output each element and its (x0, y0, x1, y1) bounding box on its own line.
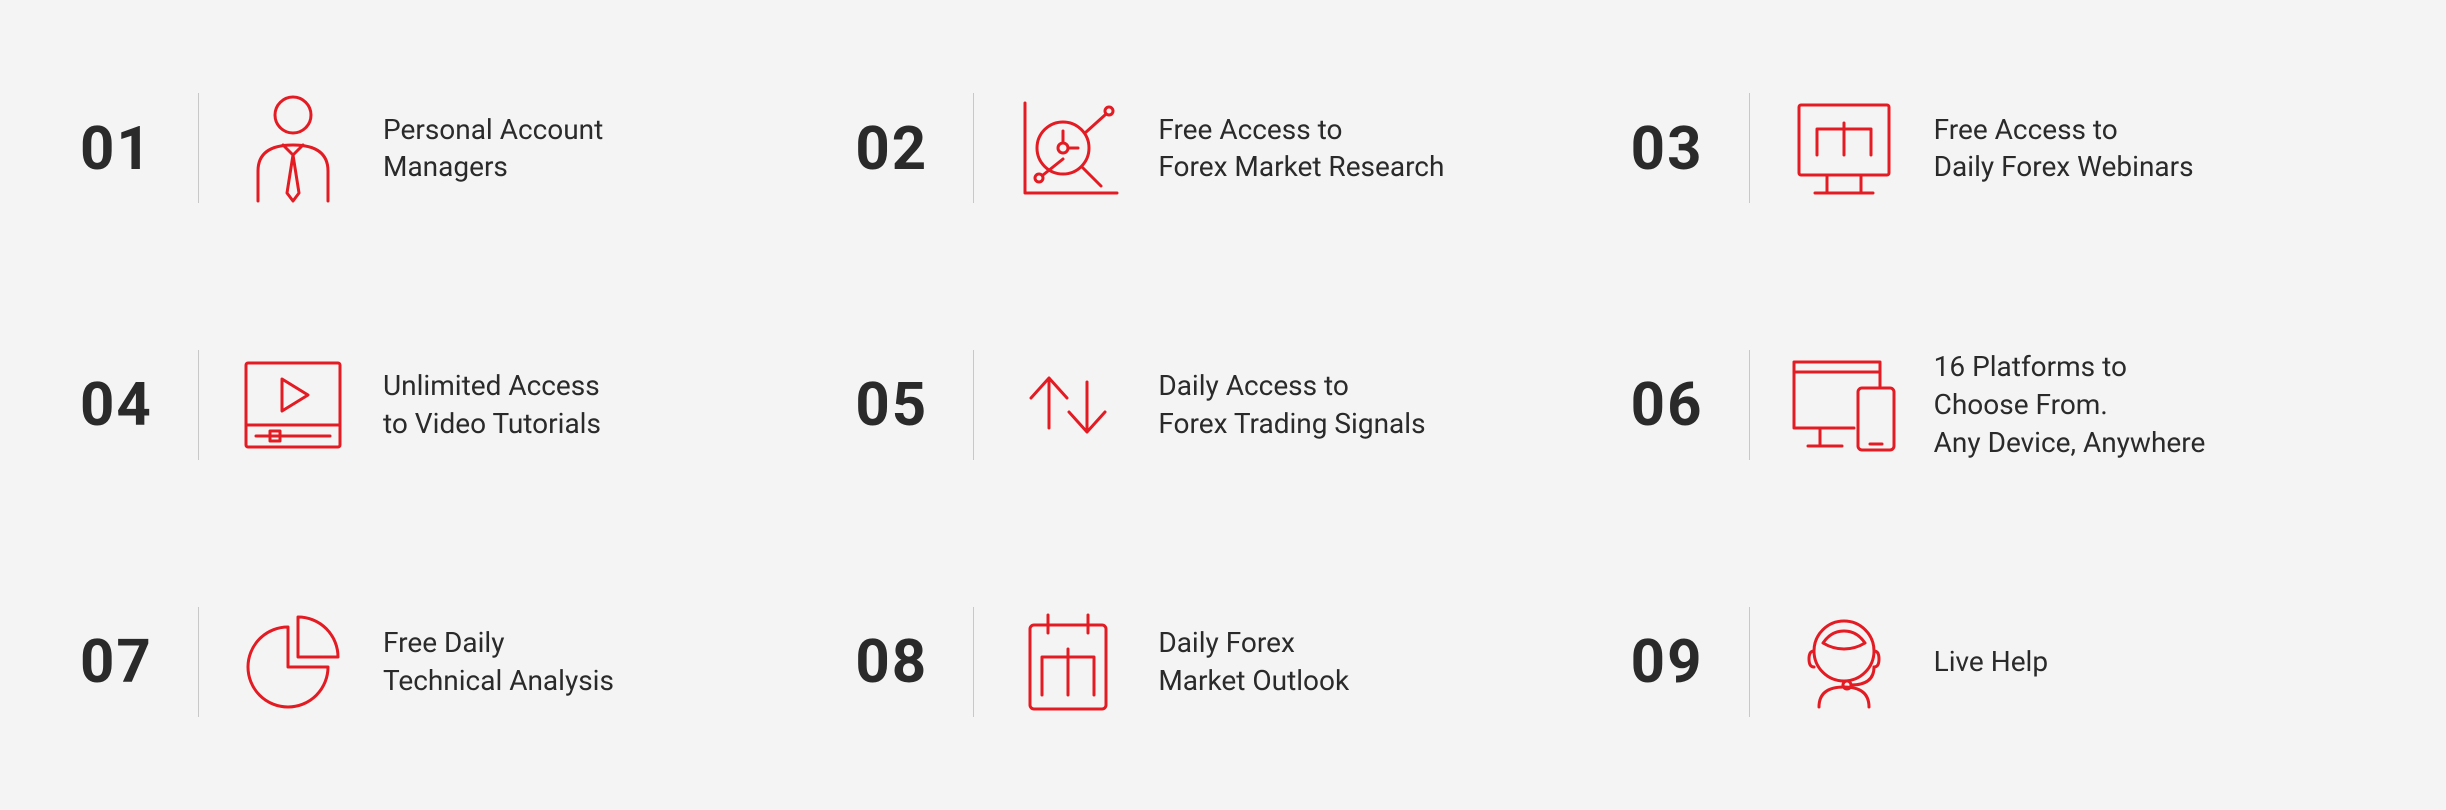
divider (1749, 93, 1750, 203)
feature-item: 07 Free Daily Technical Analysis (80, 563, 815, 760)
person-icon (233, 93, 353, 203)
feature-label: Live Help (1934, 643, 2048, 681)
divider (198, 93, 199, 203)
feature-label: Daily Access to Forex Trading Signals (1158, 367, 1425, 443)
feature-number: 07 (80, 626, 180, 697)
feature-item: 03 Free Access to Daily Forex Webinars (1631, 50, 2366, 247)
feature-label: Free Access to Forex Market Research (1158, 111, 1444, 187)
feature-item: 06 16 Platforms to Choose From. Any Devi… (1631, 307, 2366, 504)
feature-number: 04 (80, 369, 180, 440)
feature-number: 03 (1631, 113, 1731, 184)
feature-label: Unlimited Access to Video Tutorials (383, 367, 601, 443)
divider (973, 350, 974, 460)
feature-label: Free Access to Daily Forex Webinars (1934, 111, 2194, 187)
feature-label: 16 Platforms to Choose From. Any Device,… (1934, 348, 2206, 461)
feature-number: 06 (1631, 369, 1731, 440)
video-icon (233, 355, 353, 455)
divider (1749, 607, 1750, 717)
divider (198, 607, 199, 717)
feature-item: 09 Live Help (1631, 563, 2366, 760)
divider (1749, 350, 1750, 460)
divider (973, 93, 974, 203)
divider (198, 350, 199, 460)
feature-label: Free Daily Technical Analysis (383, 624, 614, 700)
divider (973, 607, 974, 717)
signals-icon (1008, 350, 1128, 460)
feature-number: 01 (80, 113, 180, 184)
feature-item: 02 Free Access to Forex Market Research (855, 50, 1590, 247)
feature-item: 04 Unlimited Access to Video Tutorials (80, 307, 815, 504)
feature-label: Personal Account Managers (383, 111, 603, 187)
analysis-icon (233, 607, 353, 717)
webinar-icon (1784, 93, 1904, 203)
research-icon (1008, 93, 1128, 203)
feature-number: 05 (855, 369, 955, 440)
feature-number: 02 (855, 113, 955, 184)
features-grid: 01 Personal Account Managers 02 (80, 50, 2366, 760)
feature-item: 08 Daily Forex Market Outlook (855, 563, 1590, 760)
livehelp-icon (1784, 607, 1904, 717)
platforms-icon (1784, 350, 1904, 460)
feature-item: 01 Personal Account Managers (80, 50, 815, 247)
feature-item: 05 Daily Access to Forex Trading Signals (855, 307, 1590, 504)
feature-label: Daily Forex Market Outlook (1158, 624, 1349, 700)
outlook-icon (1008, 607, 1128, 717)
feature-number: 09 (1631, 626, 1731, 697)
feature-number: 08 (855, 626, 955, 697)
